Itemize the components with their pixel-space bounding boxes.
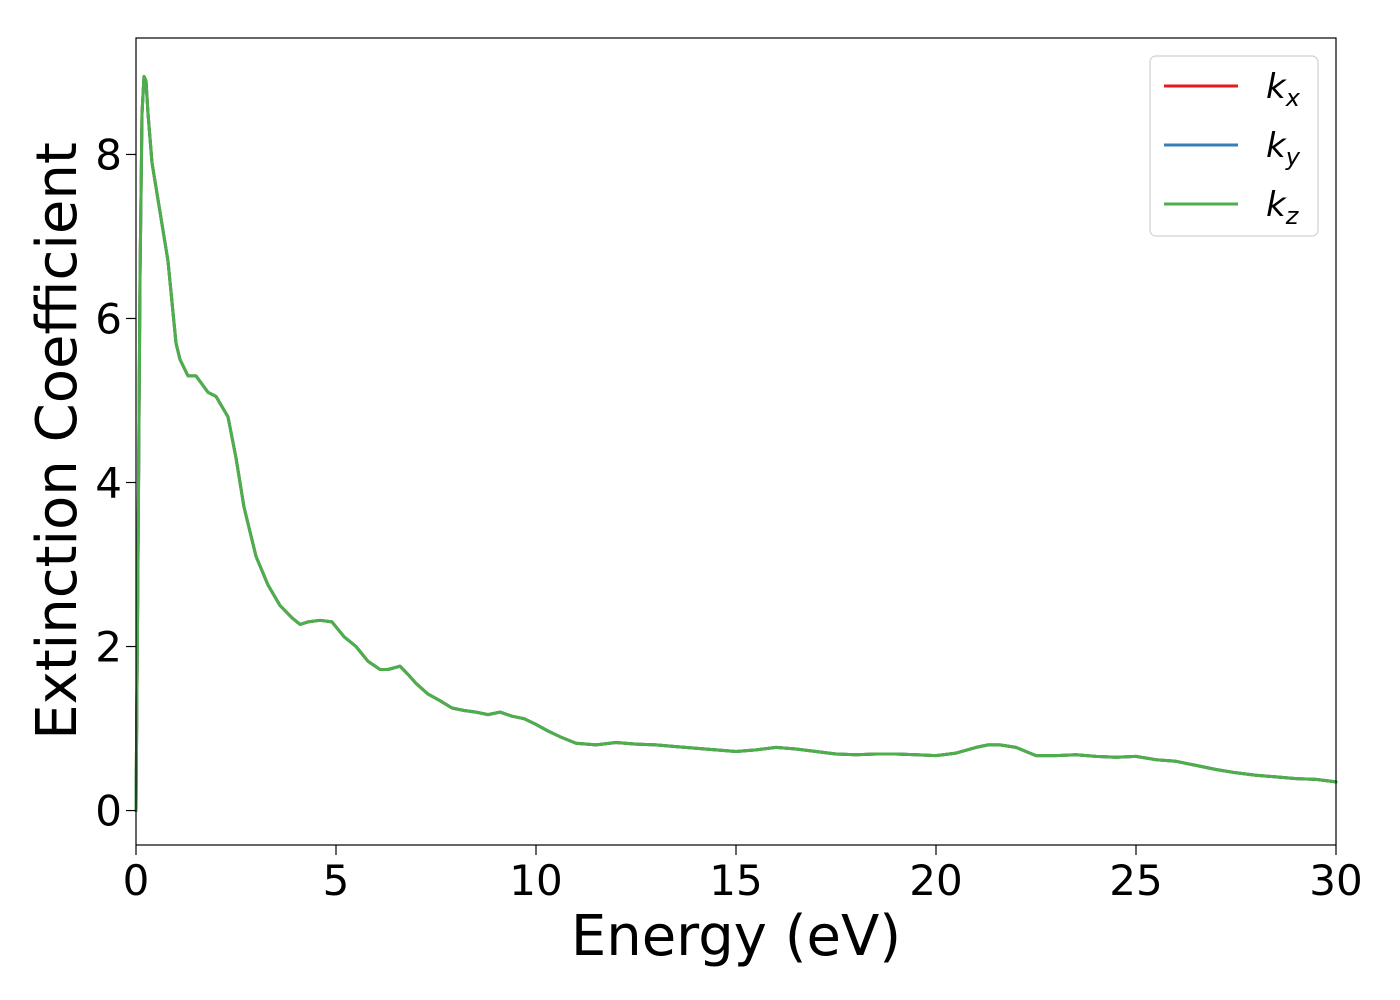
legend-subscript: z	[1285, 202, 1300, 230]
legend-subscript: x	[1285, 84, 1301, 112]
legend-subscript: y	[1285, 143, 1301, 171]
x-tick-label: 30	[1309, 856, 1362, 905]
series-line-kz	[134, 75, 1338, 813]
y-tick-label: 0	[95, 787, 122, 836]
x-tick-label: 5	[323, 856, 350, 905]
y-tick-label: 6	[95, 294, 122, 343]
x-tick-label: 15	[709, 856, 762, 905]
x-tick-label: 0	[123, 856, 150, 905]
x-tick-label: 20	[909, 856, 962, 905]
y-tick-label: 2	[95, 623, 122, 672]
legend-label-ky: ky	[1266, 126, 1301, 171]
series-layer	[134, 75, 1338, 813]
y-tick-label: 8	[95, 130, 122, 179]
x-axis-ticks: 0 5 10 15 20 25 30	[123, 845, 1363, 905]
x-tick-label: 10	[509, 856, 562, 905]
y-tick-label: 4	[95, 459, 122, 508]
y-axis-title: Extinction Coefficient	[25, 142, 90, 740]
y-axis-ticks: 0 2 4 6 8	[95, 130, 136, 836]
x-tick-label: 25	[1109, 856, 1162, 905]
x-axis-title: Energy (eV)	[571, 904, 901, 969]
legend-label-kx: kx	[1266, 67, 1301, 112]
